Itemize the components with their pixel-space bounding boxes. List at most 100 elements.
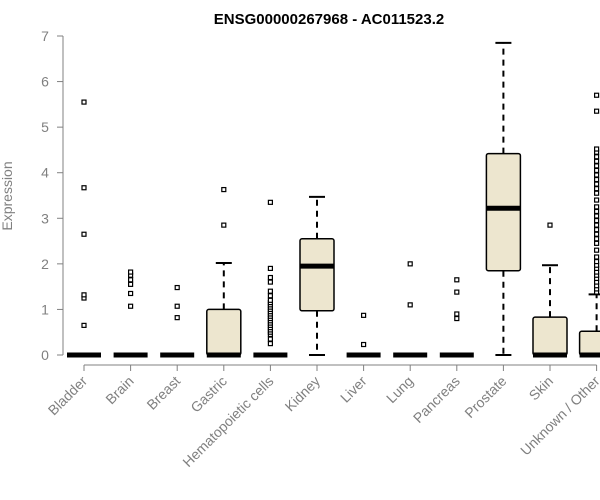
y-tick-label: 7 (41, 28, 49, 44)
x-tick-label: Brain (102, 373, 136, 407)
outlier-point (593, 158, 600, 164)
box-gastric (206, 186, 242, 358)
y-tick-label: 0 (41, 347, 49, 363)
outlier-point (454, 311, 460, 317)
outlier-point (593, 92, 600, 98)
outlier-point (593, 190, 600, 196)
outlier-point (128, 281, 134, 287)
outlier-point (593, 231, 600, 237)
outlier-point (81, 185, 87, 191)
outlier-point (593, 208, 600, 215)
x-tick-label: Kidney (282, 373, 324, 415)
outlier-point (593, 213, 600, 219)
box-breast (160, 284, 195, 358)
box-pancreas (439, 277, 474, 358)
box-skin (532, 222, 568, 358)
box-brain (113, 269, 148, 358)
outlier-point (81, 322, 87, 328)
box-prostate (485, 41, 522, 356)
outlier-point (267, 265, 273, 272)
box-lung (393, 261, 428, 358)
chart-title: ENSG00000267968 - AC011523.2 (214, 11, 444, 28)
box-liver (346, 312, 381, 358)
outlier-point (547, 222, 553, 228)
outlier-point (361, 341, 367, 348)
x-tick-label: Unknown / Other (517, 373, 600, 459)
box-bladder (67, 99, 101, 358)
outlier-point (593, 258, 600, 265)
iqr-box (578, 330, 600, 356)
outlier-point (593, 186, 600, 192)
outlier-point (267, 293, 273, 299)
outlier-point (593, 163, 600, 169)
outlier-point (593, 204, 600, 210)
outlier-point (593, 254, 600, 260)
outlier-point (593, 197, 600, 203)
y-tick-label: 2 (41, 256, 49, 272)
y-tick-label: 6 (41, 74, 49, 90)
outlier-point (81, 99, 87, 105)
outlier-point (81, 292, 87, 298)
outlier-point (267, 199, 273, 205)
outlier-point (593, 227, 600, 233)
outlier-point (81, 231, 87, 237)
y-axis-label: Expression (0, 161, 15, 230)
x-tick-label: Breast (143, 373, 183, 413)
outlier-point (267, 297, 273, 303)
y-tick-label: 4 (41, 165, 49, 181)
outlier-point (267, 279, 273, 285)
outlier-point (593, 146, 600, 152)
outlier-point (593, 181, 600, 187)
outlier-point (593, 236, 600, 242)
outlier-point (128, 269, 134, 275)
outlier-point (454, 277, 460, 283)
y-tick-label: 3 (41, 210, 49, 226)
outlier-point (221, 186, 227, 193)
outlier-point (593, 167, 600, 174)
outlier-point (593, 108, 600, 114)
outlier-point (407, 261, 413, 267)
y-axis: 0 1 2 3 4 5 6 7 (41, 28, 64, 363)
x-tick-label: Bladder (45, 373, 91, 419)
outlier-point (407, 302, 413, 308)
outlier-point (128, 290, 134, 297)
iqr-box (206, 308, 242, 356)
outlier-point (267, 274, 273, 281)
outlier-point (174, 315, 180, 321)
outlier-point (267, 341, 273, 347)
x-tick-label: Liver (337, 373, 370, 406)
boxes-group (67, 41, 600, 358)
outlier-point (128, 277, 134, 283)
outlier-point (221, 222, 227, 228)
outlier-point (593, 154, 600, 160)
outlier-point (593, 240, 600, 246)
x-tick-label: Skin (526, 373, 557, 404)
box-kidney (299, 195, 335, 356)
y-tick-label: 1 (41, 301, 49, 317)
outlier-point (593, 247, 600, 253)
box-hematopoietic-cells (253, 199, 288, 358)
outlier-point (361, 312, 367, 318)
outlier-point (267, 288, 273, 294)
outlier-point (128, 303, 134, 309)
outlier-point (593, 176, 600, 183)
outlier-point (593, 217, 600, 224)
outlier-point (174, 303, 180, 309)
x-tick-label: Prostate (461, 373, 509, 421)
outlier-point (454, 315, 460, 322)
x-tick-label: Hematopoietic cells (179, 373, 276, 470)
outlier-point (174, 284, 180, 291)
iqr-box (532, 316, 568, 356)
outlier-point (593, 222, 600, 228)
outlier-point (593, 172, 600, 178)
x-tick-label: Gastric (187, 373, 230, 416)
iqr-box (299, 238, 335, 312)
outlier-point (267, 336, 273, 342)
box-unknown-other (578, 92, 600, 358)
x-tick-label: Lung (383, 373, 416, 406)
iqr-box (485, 152, 522, 272)
y-tick-label: 5 (41, 119, 49, 135)
outlier-point (454, 289, 460, 295)
